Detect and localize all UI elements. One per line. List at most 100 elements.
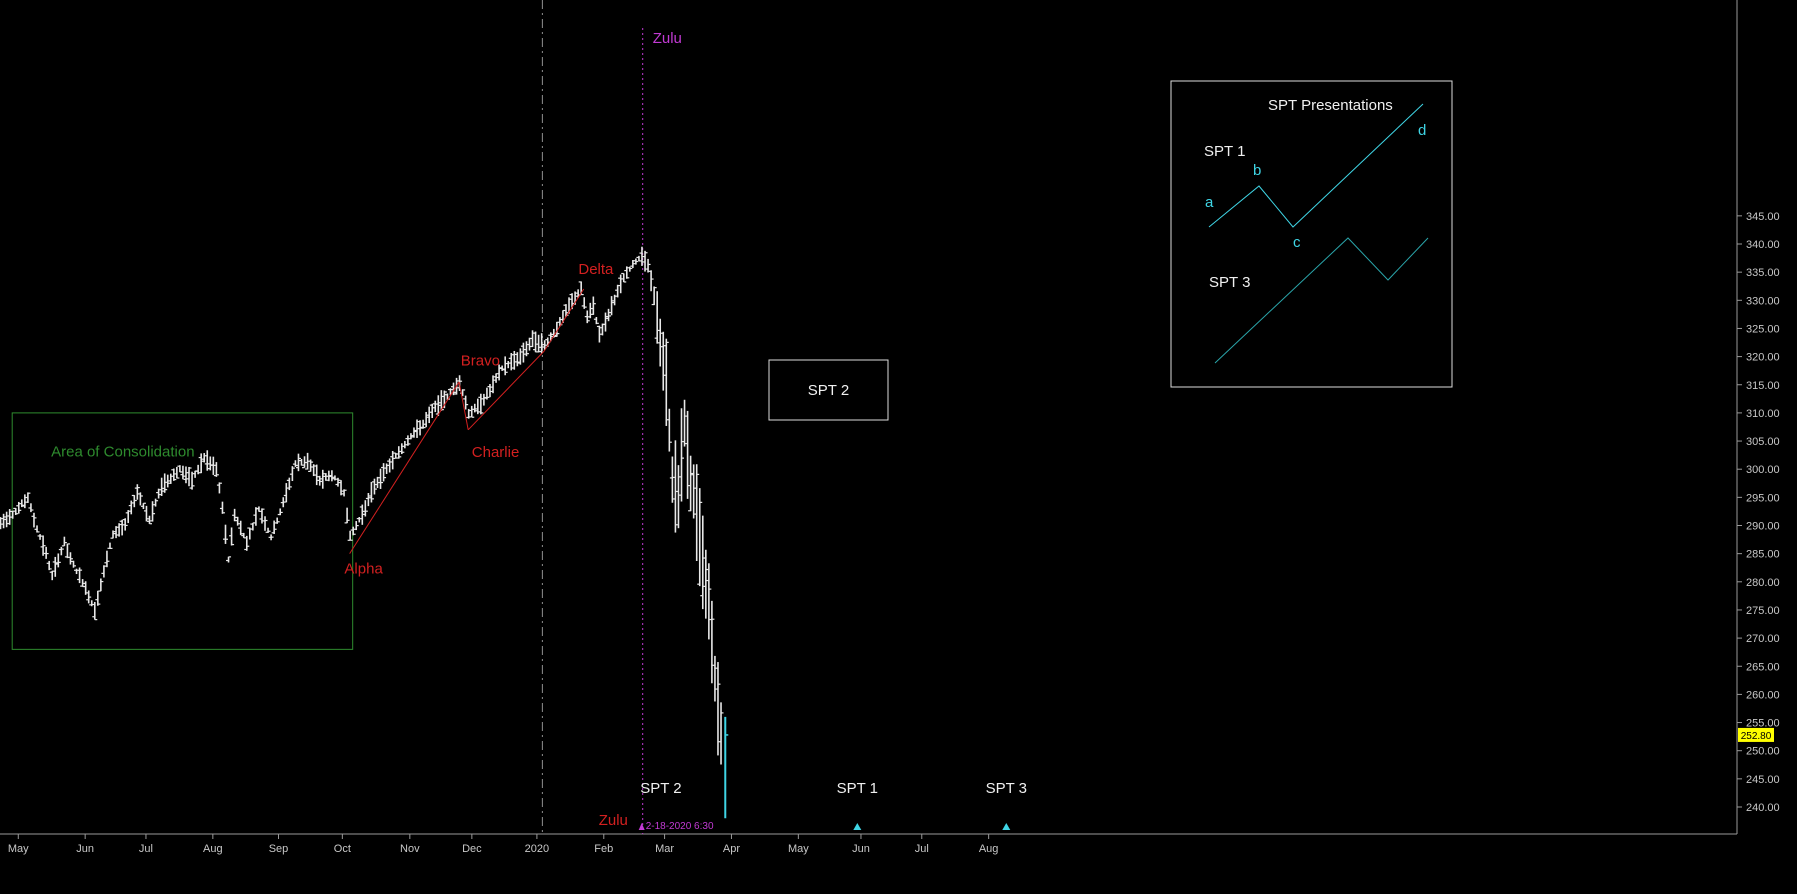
price-bar bbox=[311, 464, 317, 477]
price-bar bbox=[286, 477, 292, 491]
price-bar bbox=[715, 662, 721, 756]
price-bar bbox=[475, 398, 481, 415]
price-bar bbox=[226, 556, 232, 563]
price-bar bbox=[691, 464, 697, 519]
zulu-date-label: 2-18-2020 6:30 bbox=[646, 821, 714, 832]
price-bar bbox=[651, 286, 657, 306]
y-tick-label: 315.00 bbox=[1746, 380, 1780, 392]
price-bar bbox=[147, 515, 152, 525]
price-bar bbox=[216, 482, 222, 494]
price-bar bbox=[0, 517, 4, 530]
x-tick-label: May bbox=[8, 843, 29, 855]
price-bar bbox=[71, 560, 76, 568]
price-bar bbox=[484, 387, 490, 400]
price-bar bbox=[140, 502, 146, 509]
y-tick-label: 290.00 bbox=[1746, 521, 1780, 533]
price-bar bbox=[417, 420, 423, 436]
y-axis: 240.00 245.00 250.00 255.00 260.00 265.00 270.… bbox=[1737, 211, 1780, 814]
price-bar bbox=[314, 464, 320, 486]
price-bar bbox=[177, 465, 183, 473]
price-bar bbox=[447, 388, 453, 396]
price-bar bbox=[295, 453, 301, 472]
spt1-marker-label: SPT 1 bbox=[837, 780, 878, 797]
price-bar bbox=[359, 504, 365, 525]
price-bar bbox=[317, 475, 323, 486]
price-bar bbox=[596, 325, 602, 343]
last-price-bar bbox=[724, 716, 729, 819]
price-bar bbox=[7, 509, 13, 525]
y-tick-label: 270.00 bbox=[1746, 633, 1780, 645]
price-bar bbox=[262, 516, 268, 531]
price-bar bbox=[156, 488, 162, 499]
y-tick-label: 320.00 bbox=[1746, 352, 1780, 364]
price-bar bbox=[46, 560, 52, 571]
price-bar bbox=[533, 331, 539, 353]
price-bar bbox=[204, 450, 210, 471]
wave-line bbox=[458, 381, 469, 430]
price-bar bbox=[709, 600, 715, 684]
price-bar bbox=[25, 492, 31, 504]
price-bar bbox=[165, 474, 171, 488]
price-bar bbox=[393, 452, 399, 459]
price-bar bbox=[150, 501, 156, 522]
price-bar bbox=[22, 494, 28, 509]
price-bar bbox=[527, 337, 532, 351]
price-bar bbox=[137, 492, 143, 506]
price-bar bbox=[299, 458, 304, 466]
price-bar bbox=[627, 266, 633, 272]
y-tick-label: 305.00 bbox=[1746, 436, 1780, 448]
zulu-bottom-label: Zulu bbox=[599, 812, 628, 829]
wave-label-delta: Delta bbox=[578, 261, 614, 278]
price-bar bbox=[80, 579, 86, 588]
price-bar bbox=[675, 465, 681, 529]
price-bar bbox=[435, 395, 441, 416]
price-bar bbox=[174, 466, 180, 479]
price-bar bbox=[195, 464, 201, 475]
price-bar bbox=[247, 527, 253, 540]
price-bar bbox=[618, 274, 624, 294]
price-bar bbox=[338, 480, 344, 496]
y-tick-label: 295.00 bbox=[1746, 492, 1780, 504]
price-bar bbox=[292, 460, 298, 467]
price-bar bbox=[612, 294, 618, 306]
y-tick-label: 250.00 bbox=[1746, 746, 1780, 758]
price-bar bbox=[712, 655, 718, 702]
price-bar bbox=[411, 427, 417, 438]
price-bar bbox=[143, 505, 149, 522]
price-bar bbox=[305, 452, 311, 470]
spt3-marker-label: SPT 3 bbox=[986, 780, 1027, 797]
price-bar bbox=[423, 411, 429, 428]
y-tick-label: 245.00 bbox=[1746, 774, 1780, 786]
price-bar bbox=[350, 526, 356, 536]
inset-point-c: c bbox=[1293, 234, 1301, 251]
price-bar bbox=[49, 570, 55, 581]
x-tick-label: Aug bbox=[979, 843, 999, 855]
price-bar bbox=[34, 525, 40, 533]
price-bar bbox=[371, 478, 377, 495]
price-bar bbox=[633, 258, 639, 265]
price-bar bbox=[92, 601, 98, 621]
price-bar bbox=[432, 400, 438, 413]
price-bar bbox=[666, 408, 672, 452]
price-bar bbox=[198, 453, 204, 474]
y-tick-label: 275.00 bbox=[1746, 605, 1780, 617]
x-tick-label: Feb bbox=[594, 843, 613, 855]
price-bar bbox=[615, 284, 621, 298]
price-bar bbox=[542, 340, 548, 350]
y-tick-label: 255.00 bbox=[1746, 718, 1780, 730]
price-bar bbox=[554, 321, 560, 337]
price-bar bbox=[511, 350, 517, 370]
price-bar bbox=[283, 483, 289, 503]
price-bar bbox=[241, 532, 247, 539]
price-bar bbox=[463, 395, 469, 410]
price-bar bbox=[19, 499, 25, 508]
inset-spt3-path bbox=[1214, 237, 1429, 364]
price-bar bbox=[508, 352, 514, 371]
price-bar bbox=[648, 270, 654, 292]
price-bar bbox=[688, 455, 694, 512]
x-tick-label: Jun bbox=[76, 843, 94, 855]
price-bar bbox=[694, 464, 700, 561]
price-bar bbox=[405, 435, 411, 446]
price-bar bbox=[244, 535, 250, 551]
price-bar bbox=[326, 470, 332, 482]
